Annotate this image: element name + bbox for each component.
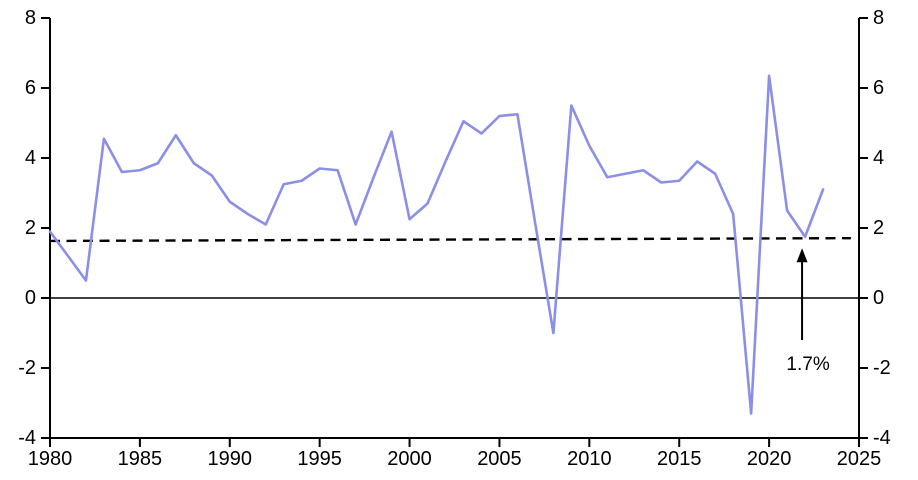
x-axis-tick-label: 2015 [657,448,702,470]
x-axis-tick-label: 2005 [477,448,522,470]
x-axis-tick-label: 2010 [567,448,612,470]
y-axis-left-tick-label: 2 [25,217,36,239]
y-axis-right-tick-label: 6 [873,77,884,99]
x-axis-tick-label: 2025 [837,448,882,470]
y-axis-right: 8 6 4 2 0 -2 -4 [858,7,891,449]
x-axis-tick-label: 2000 [387,448,432,470]
y-axis-right-tick-label: 2 [873,217,884,239]
y-axis-right-tick-label: 4 [873,147,884,169]
x-axis-tick-label: 1995 [297,448,342,470]
x-axis-tick-label: 1990 [208,448,253,470]
y-axis-left-tick-label: 8 [25,7,36,29]
y-axis-right-tick-label: -2 [873,357,891,379]
y-axis-right-tick-label: 8 [873,7,884,29]
y-axis-left-tick-label: 6 [25,77,36,99]
average-dashed-line [49,236,851,243]
y-axis-left-tick-label: 0 [25,287,36,309]
y-axis-left-tick-label: -2 [18,357,36,379]
annotation-arrowhead-icon [796,248,808,263]
x-axis-tick-label: 2020 [747,448,792,470]
y-axis-right-tick-label: -4 [873,427,891,449]
x-axis-tick-label: 1985 [118,448,163,470]
x-axis: 1980 1985 1990 1995 2000 2005 2010 2015 2020 2025 [28,437,882,470]
x-axis-tick-label: 1980 [28,448,73,470]
y-axis-right-tick-label: 0 [873,287,884,309]
y-axis-left-tick-label: 4 [25,147,36,169]
growth-series-line [48,74,825,415]
y-axis-left-tick-label: -4 [18,427,36,449]
annotation-group: 1.7% [786,248,830,375]
annotation-label: 1.7% [786,354,829,375]
y-axis-left: 8 6 4 2 0 -2 -4 [18,7,51,449]
